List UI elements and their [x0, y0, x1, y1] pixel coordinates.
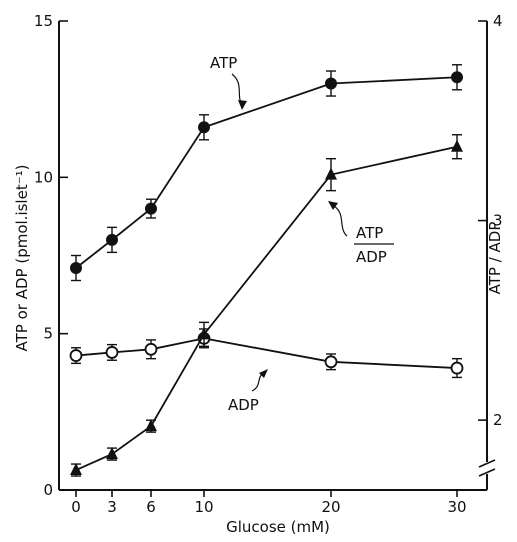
- x-tick-label: 6: [146, 498, 156, 516]
- annotations: ATP ATP ADP ADP: [210, 54, 394, 414]
- atp-adp-point: [198, 327, 210, 340]
- adp-point: [144, 342, 158, 356]
- y-left-tick-label: 0: [43, 481, 53, 499]
- x-tick-label: 0: [71, 498, 81, 516]
- atp-point: [106, 233, 118, 246]
- x-tick-label: 20: [321, 498, 340, 516]
- adp-point: [105, 346, 119, 359]
- atp-adp-point: [325, 167, 337, 180]
- ticks: 0 5 10 15 2 3 4 0 3 6 10 20 30: [34, 12, 503, 516]
- x-tick-label: 10: [194, 498, 213, 516]
- atp-adp-point: [451, 139, 463, 152]
- adp-point: [450, 361, 464, 375]
- x-tick-label: 3: [107, 498, 117, 516]
- atp-series-line: [75, 76, 458, 269]
- x-tick-label: 30: [447, 498, 466, 516]
- atp-point: [451, 71, 463, 84]
- adp-point: [69, 349, 83, 362]
- atp-point: [145, 202, 157, 215]
- series-layer: [69, 64, 464, 477]
- y-right-tick-label: 4: [493, 12, 503, 30]
- atp-adp-series-line: [75, 145, 458, 471]
- axis-break-mark-top: [478, 459, 496, 468]
- adp-point: [324, 355, 338, 369]
- atp-adp-point: [70, 463, 82, 476]
- ratio-annotation-arrow: [333, 205, 348, 237]
- axes: [58, 21, 496, 491]
- y-axis-label-right: ATP / ADP: [486, 222, 504, 295]
- y-right-tick-label: 2: [493, 411, 503, 429]
- axis-break-mark-bottom: [478, 468, 496, 477]
- adp-annotation-arrowhead: [259, 369, 268, 378]
- adp-series-line: [75, 337, 458, 369]
- atp-point: [325, 77, 337, 90]
- atp-adp-point: [145, 419, 157, 432]
- y-left-tick-label: 15: [34, 12, 53, 30]
- atp-annotation-arrowhead: [238, 100, 247, 110]
- y-right-tick-label: 3: [493, 212, 503, 230]
- x-axis-label: Glucose (mM): [226, 518, 330, 536]
- atp-point: [198, 121, 210, 134]
- y-axis-label-left: ATP or ADP (pmol.islet⁻¹): [13, 165, 31, 352]
- atp-point: [70, 262, 82, 275]
- atp-annotation: ATP: [210, 54, 237, 72]
- ratio-annotation-numerator: ATP: [356, 224, 383, 242]
- atp-adp-point: [106, 447, 118, 460]
- ratio-annotation-arrowhead: [328, 201, 338, 210]
- ratio-annotation-denominator: ADP: [356, 248, 387, 266]
- y-left-tick-label: 10: [34, 168, 53, 186]
- adp-annotation: ADP: [228, 396, 259, 414]
- y-left-tick-label: 5: [43, 325, 53, 343]
